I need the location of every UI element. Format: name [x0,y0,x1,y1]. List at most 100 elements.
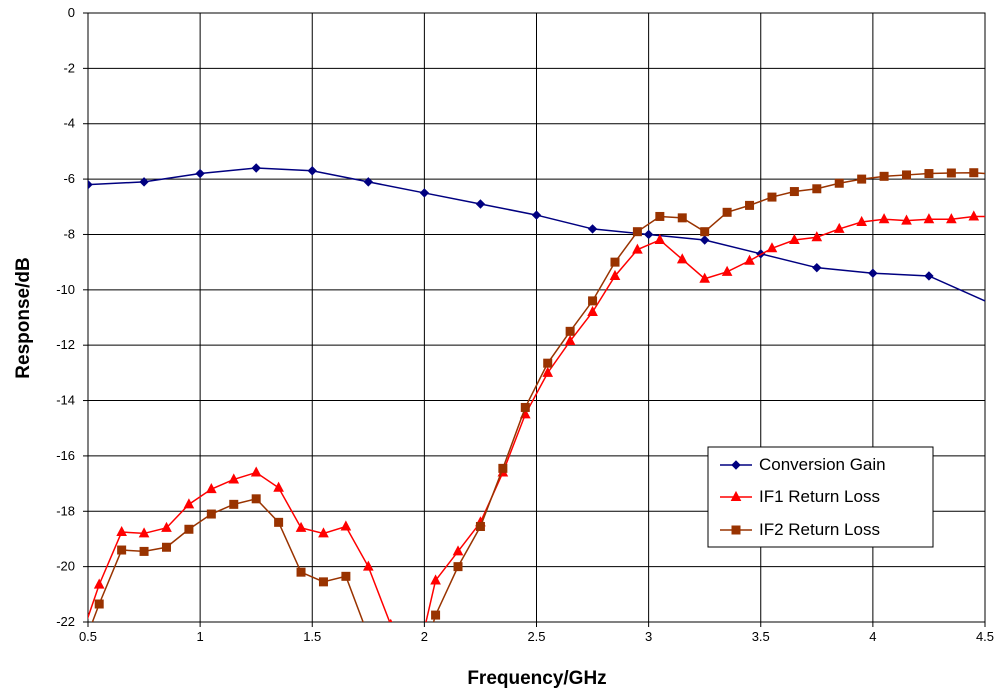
data-point [789,187,799,197]
data-point [475,199,486,209]
data-point [924,271,934,281]
data-point [879,171,889,181]
data-point [834,178,844,188]
data-point [206,509,216,519]
data-point [430,574,441,585]
data-point [677,213,687,223]
data-point [868,268,878,278]
data-point [184,524,194,534]
y-axis-title: Response/dB [13,257,34,378]
y-tick-label: -22 [56,614,75,629]
data-point [543,358,553,368]
y-tick-label: -14 [56,393,75,408]
data-point [363,177,374,187]
data-point [274,517,284,527]
data-point [273,481,284,492]
data-point [856,215,867,226]
data-point [419,188,430,198]
data-point [699,272,711,283]
data-point [767,192,777,202]
data-point [341,571,351,581]
legend-label-if2-return-loss: IF2 Return Loss [759,520,880,539]
data-point [721,265,733,276]
data-point [388,618,393,622]
data-point [409,687,417,694]
data-point [588,296,598,306]
data-point [946,168,956,178]
data-point [318,527,329,538]
data-point [431,610,441,620]
data-point [655,211,665,221]
data-point [296,567,306,577]
y-tick-label: -18 [56,503,75,518]
legend: Conversion Gain IF1 Return Loss IF2 Retu… [707,446,934,548]
tick-labels: 0.5 1 1.5 2 2.5 3 3.5 4 4.5 0 -2 -4 -6 -8 -10 -12 -14 -16… [56,5,994,644]
legend-marker [731,460,741,470]
data-point [542,366,554,377]
x-tick-label: 1.5 [303,629,321,644]
data-point [857,174,867,184]
data-point [195,168,205,179]
data-point [94,599,104,609]
y-tick-label: -20 [56,559,75,574]
data-point [475,521,485,531]
data-point [409,672,418,681]
x-tick-label: 2 [421,629,428,644]
data-point [587,224,598,234]
data-point [676,253,688,264]
data-point [520,402,530,412]
x-tick-label: 3 [645,629,652,644]
data-point [452,545,464,556]
data-point [610,257,620,267]
data-point [700,227,710,237]
data-point [88,179,93,190]
y-tick-label: -10 [56,282,75,297]
y-tick-label: -2 [63,60,75,75]
data-point [789,233,800,244]
data-point [902,170,912,180]
data-point [139,546,149,556]
x-tick-label: 2.5 [527,629,545,644]
data-point [587,305,598,316]
data-point [699,235,710,245]
data-point [206,483,217,494]
data-point [318,577,328,587]
data-point [564,334,576,346]
x-axis-title: Frequency/GHz [467,668,606,689]
x-tick-label: 3.5 [752,629,770,644]
data-point [295,521,307,532]
data-point [833,222,845,233]
data-point [93,578,105,589]
data-point [183,498,195,509]
y-tick-label: -8 [63,226,75,241]
data-point [643,229,654,240]
data-point [364,632,372,640]
data-point [453,562,463,572]
data-point [745,200,755,210]
data-point [969,168,979,178]
data-point [744,254,755,265]
data-point [340,520,352,531]
data-point [812,262,822,273]
legend-marker [730,490,742,501]
series-if2-return-loss [91,168,985,694]
data-point [901,214,912,225]
legend-marker [731,525,741,535]
data-point [923,213,935,224]
data-point [722,207,732,217]
data-point [307,166,317,176]
data-point [161,542,171,552]
y-tick-label: -4 [63,116,75,131]
data-point [812,184,822,194]
data-point [609,269,621,280]
data-point [766,242,778,253]
y-tick-label: 0 [68,5,75,20]
data-point [362,560,374,571]
data-point [946,213,957,224]
data-point [138,527,150,538]
series-layer [88,163,985,694]
data-point [116,525,127,537]
data-point [531,210,542,220]
data-point [878,213,890,224]
